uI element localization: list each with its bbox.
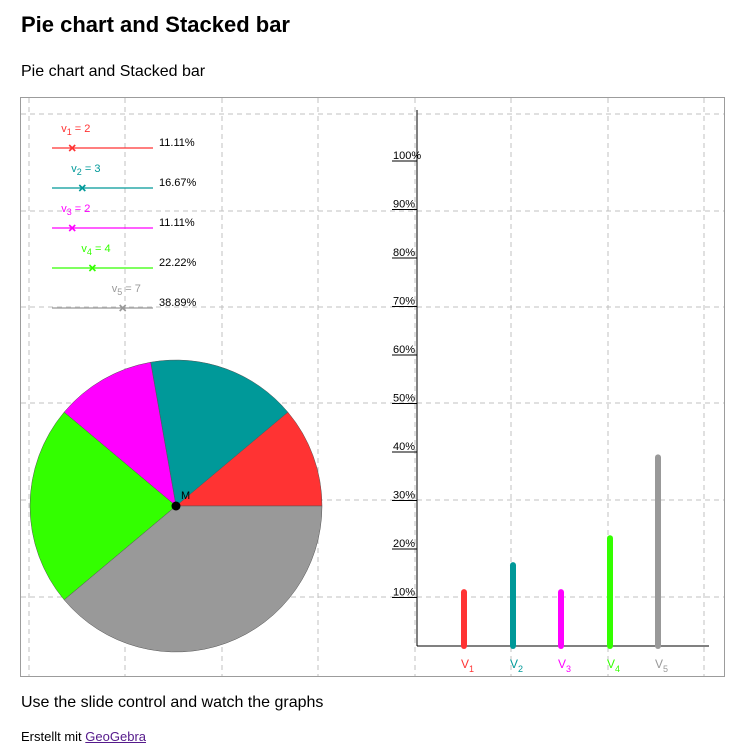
slider-handle[interactable] (68, 224, 76, 232)
footer: Erstellt mit GeoGebra (21, 729, 146, 744)
pie-center-label: M (181, 490, 190, 502)
slider-percent: 11.11% (159, 137, 195, 149)
geogebra-applet[interactable]: v1 = 2 11.11% v2 = 3 16.67% v3 = 2 11.11% v4 =… (20, 97, 725, 677)
y-tick-label: 40% (393, 441, 415, 453)
slider-v2[interactable]: v2 = 3 16.67% (52, 163, 197, 192)
slider-handle[interactable] (88, 264, 96, 272)
y-tick-label: 90% (393, 199, 415, 211)
y-tick-label: 10% (393, 587, 415, 599)
y-tick-label: 100% (393, 150, 421, 162)
geogebra-link[interactable]: GeoGebra (85, 729, 146, 744)
y-tick-label: 60% (393, 344, 415, 356)
pie-slice-v5 (63, 505, 323, 653)
bar-chart: 10% 20% 30% 40% 50% 60% 70% 80% 90% 100% V1 V2 V3 V4 V… (392, 110, 709, 674)
bar-label-v2: V2 (510, 657, 523, 674)
bar-label-v5: V5 (655, 657, 668, 674)
bar-label-v3: V3 (558, 657, 571, 674)
slider-v1[interactable]: v1 = 2 11.11% (52, 123, 195, 152)
pie-chart: M (29, 359, 323, 653)
slider-percent: 16.67% (159, 177, 197, 189)
instruction-text: Use the slide control and watch the grap… (21, 694, 324, 711)
y-tick-label: 30% (393, 490, 415, 502)
y-tick-label: 80% (393, 247, 415, 259)
pie-slice-v2 (150, 359, 289, 507)
slider-label: v4 = 4 (81, 243, 110, 257)
pie-slice-v3 (63, 361, 177, 507)
slider-percent: 22.22% (159, 257, 197, 269)
slider-v5[interactable]: v5 = 7 38.89% (52, 283, 197, 312)
slider-label: v5 = 7 (112, 283, 141, 297)
slider-handle[interactable] (68, 144, 76, 152)
pie-center-point (171, 501, 181, 511)
page-subtitle: Pie chart and Stacked bar (21, 63, 206, 80)
page-title: Pie chart and Stacked bar (21, 12, 290, 37)
bar-label-v4: V4 (607, 657, 620, 674)
slider-percent: 38.89% (159, 297, 197, 309)
slider-v4[interactable]: v4 = 4 22.22% (52, 243, 197, 272)
slider-percent: 11.11% (159, 217, 195, 229)
applet-canvas[interactable]: v1 = 2 11.11% v2 = 3 16.67% v3 = 2 11.11% v4 =… (21, 98, 724, 676)
pie-slice-v1 (175, 411, 323, 507)
slider-label: v2 = 3 (71, 163, 100, 177)
y-tick-label: 70% (393, 296, 415, 308)
slider-handle[interactable] (78, 184, 86, 192)
slider-label: v3 = 2 (61, 203, 90, 217)
pie-slice-v4 (29, 411, 177, 601)
footer-prefix: Erstellt mit (21, 729, 82, 744)
slider-handle[interactable] (119, 304, 127, 312)
slider-panel[interactable]: v1 = 2 11.11% v2 = 3 16.67% v3 = 2 11.11% v4 =… (52, 123, 197, 312)
bar-label-v1: V1 (461, 657, 474, 674)
slider-label: v1 = 2 (61, 123, 90, 137)
y-tick-label: 50% (393, 393, 415, 405)
slider-v3[interactable]: v3 = 2 11.11% (52, 203, 195, 232)
y-tick-label: 20% (393, 538, 415, 550)
